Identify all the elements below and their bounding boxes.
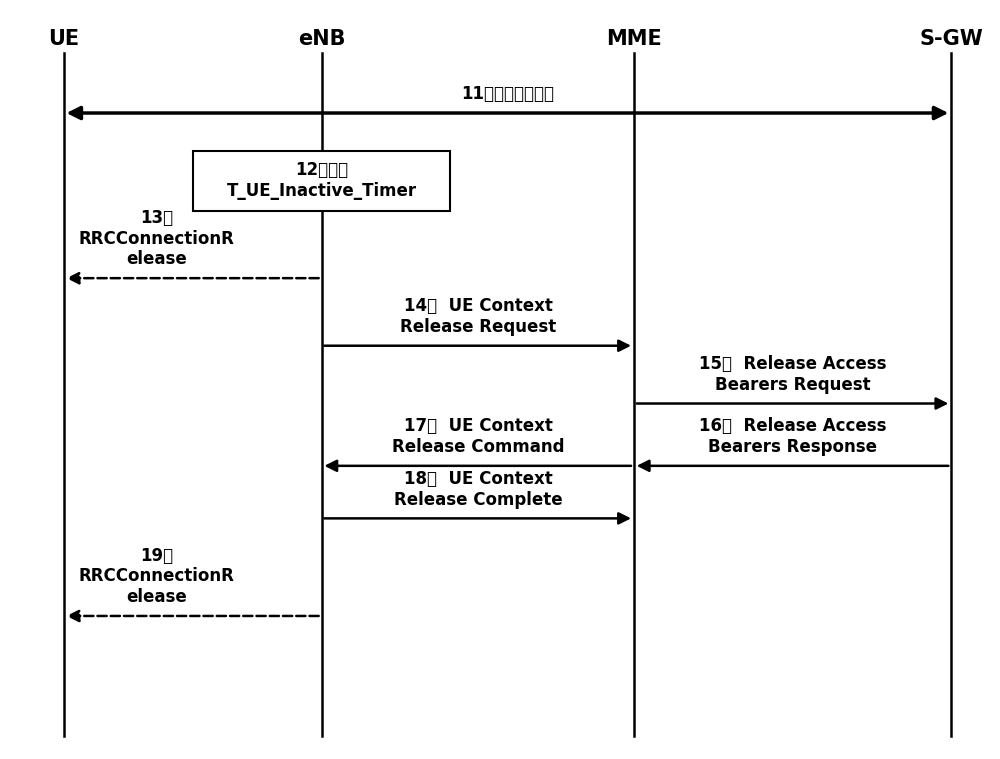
Text: S-GW: S-GW [919,29,983,49]
Text: 16：  Release Access
Bearers Response: 16： Release Access Bearers Response [699,417,886,456]
Text: 19：
RRCConnectionR
elease: 19： RRCConnectionR elease [79,546,234,606]
Text: eNB: eNB [298,29,345,49]
Text: 13：
RRCConnectionR
elease: 13： RRCConnectionR elease [79,209,234,269]
Text: 15：  Release Access
Bearers Request: 15： Release Access Bearers Request [699,355,886,394]
Text: MME: MME [606,29,662,49]
Text: UE: UE [48,29,79,49]
Text: 18：  UE Context
Release Complete: 18： UE Context Release Complete [394,470,562,509]
Text: 12：启动
T_UE_Inactive_Timer: 12：启动 T_UE_Inactive_Timer [226,161,417,200]
Text: 17：  UE Context
Release Command: 17： UE Context Release Command [392,417,564,456]
FancyBboxPatch shape [193,150,450,210]
Text: 14：  UE Context
Release Request: 14： UE Context Release Request [400,298,556,336]
Text: 11：数据传输过程: 11：数据传输过程 [461,85,554,103]
